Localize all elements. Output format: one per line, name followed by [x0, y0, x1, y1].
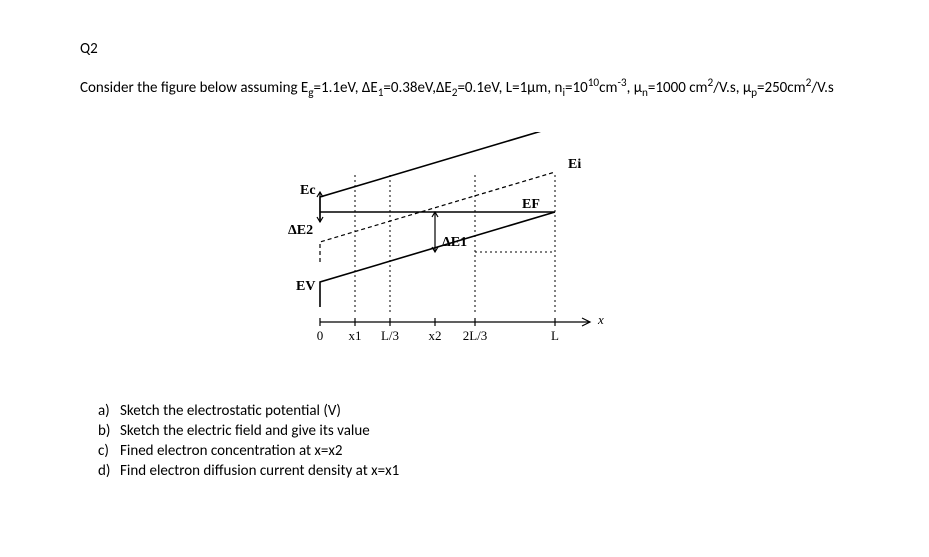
question-label: Q2: [80, 40, 849, 58]
tick-label: 2L/3: [463, 328, 488, 343]
subpart-row: a)Sketch the electrostatic potential (V): [98, 402, 849, 420]
tick-label: L: [551, 328, 559, 343]
subpart-letter: c): [98, 442, 120, 460]
figure-label: EF: [522, 197, 540, 212]
figure-label: EV: [296, 279, 315, 294]
subpart-letter: b): [98, 422, 120, 440]
subpart-row: d)Find electron diffusion current densit…: [98, 462, 849, 480]
tick-label: x1: [349, 328, 362, 343]
tick-label: 0: [317, 328, 324, 343]
figure-label: x: [597, 312, 604, 327]
band-diagram-figure: 0 x1 L/3 x2 2L/3 L Ec ΔE2 EV ΔE1 EF Ei x: [260, 132, 849, 362]
subpart-text: Sketch the electric field and give its v…: [120, 422, 370, 440]
figure-label: ΔE2: [288, 223, 313, 238]
subpart-letter: a): [98, 402, 120, 420]
subpart-text: Fined electron concentration at x=x2: [120, 442, 342, 460]
subparts-list: a)Sketch the electrostatic potential (V)…: [98, 402, 849, 480]
figure-label: Ec: [300, 183, 316, 198]
subpart-text: Sketch the electrostatic potential (V): [120, 402, 341, 420]
subpart-row: c)Fined electron concentration at x=x2: [98, 442, 849, 460]
subpart-letter: d): [98, 462, 120, 480]
subpart-row: b)Sketch the electric field and give its…: [98, 422, 849, 440]
subpart-text: Find electron diffusion current density …: [120, 462, 399, 480]
figure-label: ΔE1: [442, 235, 467, 250]
figure-label: Ei: [568, 157, 581, 172]
tick-label: x2: [429, 328, 442, 343]
tick-label: L/3: [381, 328, 399, 343]
question-prompt: Consider the figure below assuming Eg=1.…: [80, 76, 849, 102]
